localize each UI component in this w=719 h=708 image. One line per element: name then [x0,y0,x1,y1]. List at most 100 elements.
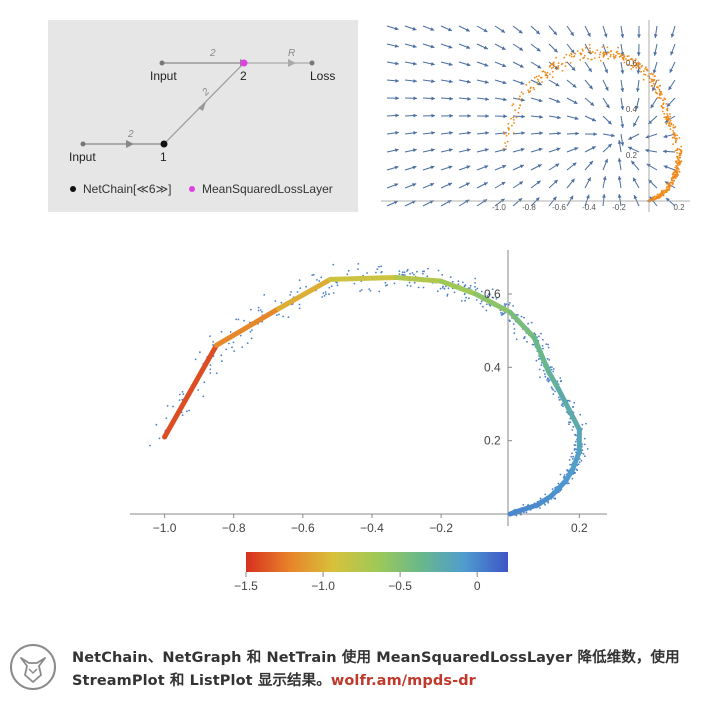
stream-point [678,156,681,159]
stream-point [666,189,669,191]
scatter-point [554,390,556,393]
scatter-point [539,497,542,500]
stream-point [632,61,635,63]
stream-point [596,49,599,51]
stream-point [660,193,663,196]
stream-arrowhead [395,61,399,66]
stream-point [671,183,674,186]
stream-point [546,74,549,77]
stream-point [502,147,505,150]
stream-point [615,54,617,57]
stream-points [502,44,683,203]
stream-point [632,66,634,69]
arrowhead [198,102,206,111]
colorbar-tick-label: 0 [474,579,481,593]
stream-point [672,172,674,175]
stream-point [660,90,662,93]
scatter-point [527,322,529,325]
scatter-point [181,414,184,416]
stream-point [599,51,602,54]
stream-point [647,75,649,77]
scatter-point [476,287,479,290]
scatter-point [463,293,466,296]
scatter-point [426,275,429,278]
stream-point [621,56,624,59]
scatter-point [502,312,505,315]
scatter-point [550,368,553,371]
stream-point [668,187,671,189]
stream-arrowhead [572,83,577,88]
scatter-point [231,346,233,349]
stream-y-tick-label: 0.4 [626,105,638,114]
stream-point [557,65,560,67]
scatter-point [332,292,335,294]
stream-point [675,137,678,140]
scatter-point [540,364,543,367]
scatter-point [375,271,377,274]
scatter-point [557,482,560,485]
link-wolfram[interactable]: wolfr.am/mpds-dr [330,673,476,689]
stream-arrowhead [607,120,612,125]
scatter-point [533,332,536,335]
curve-segment [545,368,562,392]
stream-point [651,79,654,82]
stream-arrowhead [413,131,417,135]
x-tick-label: −0.2 [429,521,453,535]
scatter-point [525,511,528,514]
x-tick-label: 0.2 [571,521,588,535]
stream-arrowhead [484,165,489,169]
scatter-point [583,437,586,440]
stream-point [669,119,672,122]
stream-point [517,111,520,114]
stream-arrowhead [412,26,417,31]
stream-point [532,86,535,89]
scatter-point [578,461,581,464]
scatter-point [323,295,326,297]
stream-point [552,66,554,69]
stream-point [656,193,659,196]
label-loss: Loss [310,69,335,83]
scatter-point [487,296,490,298]
stream-arrowhead [645,148,649,153]
stream-point [635,64,638,67]
scatter-point [325,293,327,296]
stream-point [589,47,591,50]
stream-point [622,53,625,56]
stream-arrowhead [538,147,543,152]
scatter-point [501,312,504,314]
stream-point [617,46,619,49]
x-tick-label: −0.4 [360,521,384,535]
caption-line-1: NetChain、NetGraph 和 NetTrain 使用 MeanSqua… [72,650,680,666]
scatter-point [237,318,240,321]
scatter-point [462,281,464,284]
scatter-point [546,377,549,380]
stream-point [627,63,629,66]
stream-arrowhead [430,27,435,31]
stream-point [555,56,557,59]
stream-arrowhead [589,85,593,90]
scatter-point [209,364,212,366]
scatter-point [542,338,544,341]
stream-point [561,62,564,65]
stream-point [654,88,657,91]
stream-point [528,81,531,84]
stream-arrowhead [448,165,453,170]
stream-arrowhead [666,102,671,107]
scatter-point [239,334,242,337]
scatter-point [274,300,277,302]
stream-point [672,130,675,132]
y-tick-label: 0.4 [484,360,501,374]
node-loss [309,60,315,66]
scatter-point [246,342,249,344]
stream-point [634,59,637,62]
scatter-point [568,459,571,461]
stream-point [598,53,601,56]
stream-point [511,124,513,127]
stream-point [568,54,571,57]
stream-arrowhead [593,132,597,136]
streamplot: -1.0 -0.8 -0.6 -0.4 -0.2 0.2 0.6 0.4 0.2 [381,20,690,212]
scatter-point [353,282,356,285]
stream-arrowhead [586,194,590,199]
stream-point [544,71,546,74]
stream-point [678,170,681,173]
